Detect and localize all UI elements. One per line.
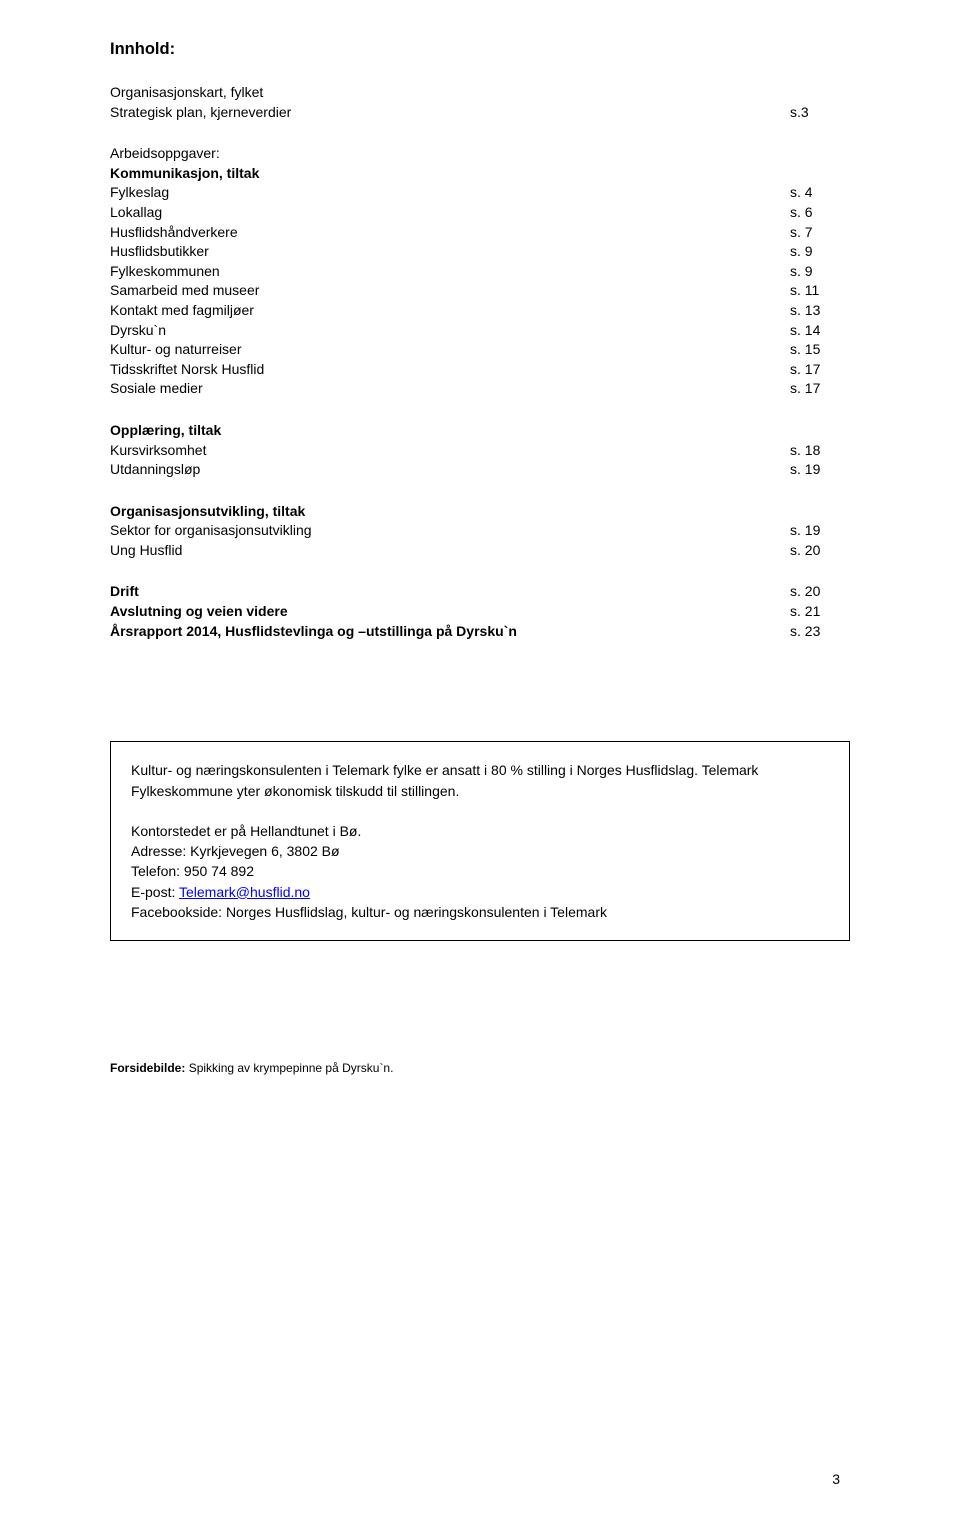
toc-page: s. 9: [790, 262, 850, 282]
toc-row: Drifts. 20: [110, 582, 850, 602]
toc-page: s. 21: [790, 602, 850, 622]
toc-row: Sosiale mediers. 17: [110, 379, 850, 399]
toc-label: Kontakt med fagmiljøer: [110, 301, 790, 321]
toc-label: Årsrapport 2014, Husflidstevlinga og –ut…: [110, 622, 790, 642]
toc-page: s. 18: [790, 441, 850, 461]
toc-label: Husflidshåndverkere: [110, 223, 790, 243]
caption-text: Spikking av krympepinne på Dyrsku`n.: [189, 1061, 394, 1075]
toc-page: s. 20: [790, 582, 850, 602]
toc-label: Husflidsbutikker: [110, 242, 790, 262]
toc-row: Lokallags. 6: [110, 203, 850, 223]
toc-row: Husflidshåndverkeres. 7: [110, 223, 850, 243]
toc-row: Husflidsbutikkers. 9: [110, 242, 850, 262]
intro-page: s.3: [790, 103, 850, 123]
toc-row: Kultur- og naturreisers. 15: [110, 340, 850, 360]
toc-row: Sektor for organisasjonsutviklings. 19: [110, 521, 850, 541]
box-p2-l1: Kontorstedet er på Hellandtunet i Bø.: [131, 823, 361, 839]
toc-page: [790, 164, 850, 184]
toc-row: Kontakt med fagmiljøers. 13: [110, 301, 850, 321]
toc-row: Tidsskriftet Norsk Husflids. 17: [110, 360, 850, 380]
section-heading-0: Arbeidsoppgaver:: [110, 144, 850, 164]
box-p3: Facebookside: Norges Husflidslag, kultur…: [131, 904, 607, 920]
toc-page: s. 19: [790, 460, 850, 480]
toc-label: Sektor for organisasjonsutvikling: [110, 521, 790, 541]
toc-page: s. 20: [790, 541, 850, 561]
page-title: Innhold:: [110, 40, 850, 59]
toc-page: s. 17: [790, 379, 850, 399]
email-label: E-post:: [131, 884, 179, 900]
toc-page: s. 19: [790, 521, 850, 541]
toc-label: Sosiale medier: [110, 379, 790, 399]
toc-label: Utdanningsløp: [110, 460, 790, 480]
info-box: Kultur- og næringskonsulenten i Telemark…: [110, 741, 850, 941]
toc-page: s. 13: [790, 301, 850, 321]
toc-page: s. 14: [790, 321, 850, 341]
toc-label: Drift: [110, 582, 790, 602]
email-link[interactable]: Telemark@husflid.no: [179, 884, 310, 900]
intro-line-2: Strategisk plan, kjerneverdier: [110, 103, 790, 123]
toc-page: s. 15: [790, 340, 850, 360]
toc-row: Fylkeskommunens. 9: [110, 262, 850, 282]
intro-line-2-row: Strategisk plan, kjerneverdier s.3: [110, 103, 850, 123]
toc-page: s. 7: [790, 223, 850, 243]
box-p2: Kontorstedet er på Hellandtunet i Bø. Ad…: [131, 821, 829, 922]
section-heading-1: Opplæring, tiltak: [110, 421, 850, 441]
section-heading-2: Organisasjonsutvikling, tiltak: [110, 502, 850, 522]
toc-label: Tidsskriftet Norsk Husflid: [110, 360, 790, 380]
toc-page: s. 6: [790, 203, 850, 223]
toc-page: s. 4: [790, 183, 850, 203]
toc-row: Avslutning og veien videres. 21: [110, 602, 850, 622]
box-p1: Kultur- og næringskonsulenten i Telemark…: [131, 760, 829, 801]
toc-row: Årsrapport 2014, Husflidstevlinga og –ut…: [110, 622, 850, 642]
toc-label: Fylkeskommunen: [110, 262, 790, 282]
toc-label: Lokallag: [110, 203, 790, 223]
toc-row: Kommunikasjon, tiltak: [110, 164, 850, 184]
toc-page: s. 23: [790, 622, 850, 642]
toc-page: s. 17: [790, 360, 850, 380]
toc-row: Samarbeid med museers. 11: [110, 281, 850, 301]
toc-label: Kursvirksomhet: [110, 441, 790, 461]
toc-row: Ung Husflids. 20: [110, 541, 850, 561]
toc-page: s. 11: [790, 281, 850, 301]
box-p2-l3: Telefon: 950 74 892: [131, 863, 254, 879]
toc-label: Kommunikasjon, tiltak: [110, 164, 790, 184]
page-number: 3: [832, 1471, 840, 1487]
toc-label: Avslutning og veien videre: [110, 602, 790, 622]
section-3: Drifts. 20 Avslutning og veien videres. …: [110, 582, 850, 641]
toc-row: Dyrsku`ns. 14: [110, 321, 850, 341]
toc-page: s. 9: [790, 242, 850, 262]
toc-row: Kursvirksomhets. 18: [110, 441, 850, 461]
toc-label: Fylkeslag: [110, 183, 790, 203]
toc-row: Fylkeslags. 4: [110, 183, 850, 203]
toc-label: Ung Husflid: [110, 541, 790, 561]
toc-label: Dyrsku`n: [110, 321, 790, 341]
toc-row: Utdanningsløps. 19: [110, 460, 850, 480]
toc-label: Samarbeid med museer: [110, 281, 790, 301]
caption: Forsidebilde: Spikking av krympepinne på…: [110, 1061, 850, 1075]
document-page: Innhold: Organisasjonskart, fylket Strat…: [0, 0, 960, 1515]
caption-prefix: Forsidebilde:: [110, 1061, 189, 1075]
box-p2-l2: Adresse: Kyrkjevegen 6, 3802 Bø: [131, 843, 340, 859]
toc-label: Kultur- og naturreiser: [110, 340, 790, 360]
intro-line-1: Organisasjonskart, fylket: [110, 83, 850, 103]
